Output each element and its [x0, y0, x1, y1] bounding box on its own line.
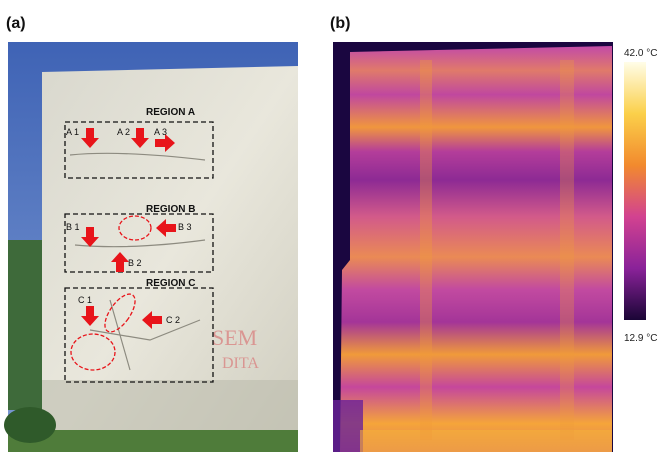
point-label: B 1	[66, 222, 80, 232]
point-label: A 2	[117, 127, 130, 137]
region-label: REGION B	[146, 204, 195, 215]
region-label: REGION C	[146, 278, 195, 289]
svg-text:SEM: SEM	[212, 325, 257, 350]
point-label: A 1	[66, 127, 79, 137]
figure: (a) (b) SEM DITA REGION A REGION B REGIO…	[0, 0, 666, 457]
svg-text:DITA: DITA	[222, 355, 259, 372]
point-label: C 1	[78, 295, 92, 305]
photo: SEM DITA REGION A REGION B REGION C A 1 …	[4, 42, 298, 452]
colorbar-min: 12.9 °C	[624, 333, 657, 344]
thermal-image	[333, 42, 613, 452]
point-label: C 2	[166, 315, 180, 325]
panel-label: (a)	[6, 15, 26, 32]
region-label: REGION A	[146, 107, 195, 118]
point-label: A 3	[154, 127, 167, 137]
colorbar: 42.0 °C 12.9 °C	[624, 48, 657, 344]
point-label: B 2	[128, 258, 142, 268]
panel-label: (b)	[330, 15, 350, 32]
colorbar-max: 42.0 °C	[624, 48, 657, 59]
point-label: B 3	[178, 222, 192, 232]
